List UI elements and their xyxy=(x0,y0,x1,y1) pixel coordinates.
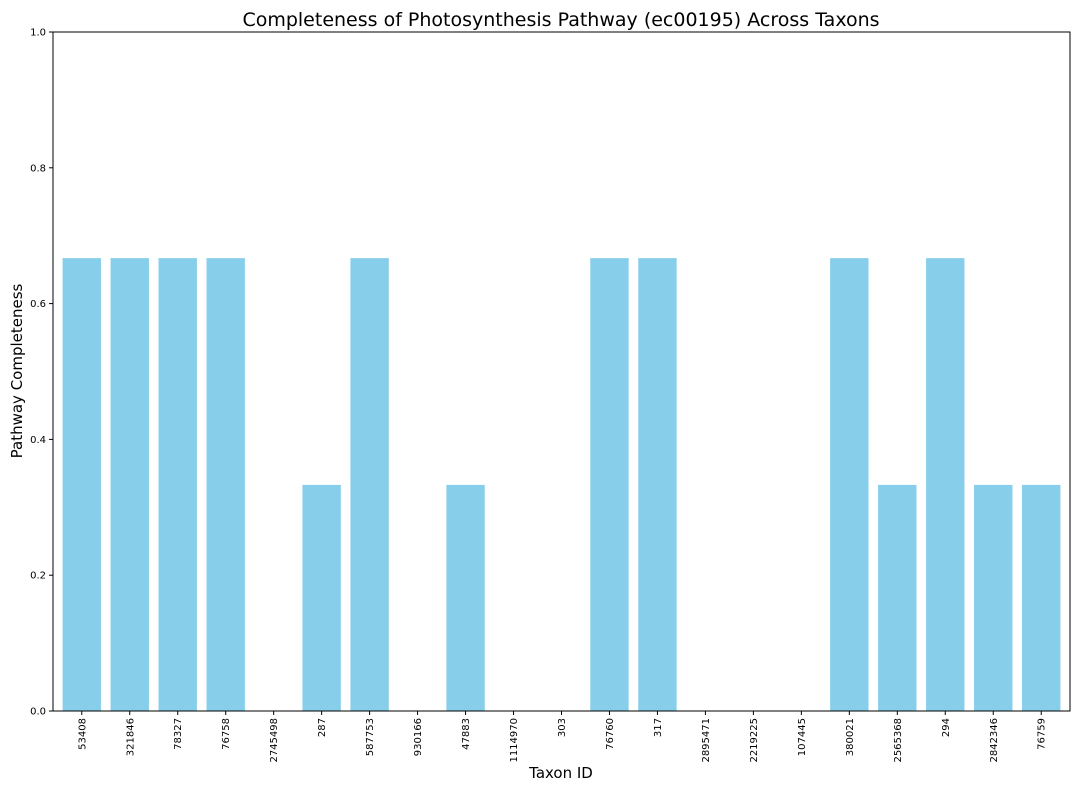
bar-587753 xyxy=(350,258,389,711)
x-tick-label: 303 xyxy=(557,718,568,737)
x-tick-label: 107445 xyxy=(797,718,808,756)
x-tick-label: 76758 xyxy=(221,718,232,750)
bar-2842346 xyxy=(974,484,1013,711)
x-tick-label: 2745498 xyxy=(269,718,280,763)
y-axis-label: Pathway Completeness xyxy=(8,283,26,458)
x-tick-label: 380021 xyxy=(845,718,856,756)
x-tick-label: 2842346 xyxy=(989,718,1000,763)
y-tick-label: 0.8 xyxy=(30,163,46,174)
x-tick-label: 47883 xyxy=(461,718,472,750)
bar-47883 xyxy=(446,484,485,711)
x-tick-label: 76759 xyxy=(1037,718,1048,750)
bar-380021 xyxy=(830,258,869,711)
bar-53408 xyxy=(62,258,101,711)
x-axis-ticks: 53408 321846 78327 76758 2745498 287 587753 930… xyxy=(77,711,1048,763)
x-tick-label: 76760 xyxy=(605,718,616,750)
y-tick-label: 1.0 xyxy=(30,28,46,39)
bar-76759 xyxy=(1022,484,1061,711)
y-tick-label: 0.0 xyxy=(30,707,46,718)
x-tick-label: 321846 xyxy=(125,718,136,756)
x-tick-label: 2565368 xyxy=(893,718,904,763)
bar-76758 xyxy=(206,258,245,711)
bar-76760 xyxy=(590,258,629,711)
bar-2565368 xyxy=(878,484,917,711)
x-tick-label: 78327 xyxy=(173,718,184,750)
y-tick-label: 0.2 xyxy=(30,571,46,582)
x-axis-label: Taxon ID xyxy=(528,764,593,782)
x-tick-label: 294 xyxy=(941,718,952,737)
bar-321846 xyxy=(110,258,149,711)
bar-287 xyxy=(302,484,341,711)
bar-294 xyxy=(926,258,965,711)
x-tick-label: 1114970 xyxy=(509,718,520,763)
chart-title: Completeness of Photosynthesis Pathway (… xyxy=(242,9,879,31)
x-tick-label: 53408 xyxy=(77,718,88,750)
bar-78327 xyxy=(158,258,197,711)
y-axis-ticks: 0.0 0.2 0.4 0.6 0.8 1.0 xyxy=(30,28,53,718)
x-tick-label: 2219225 xyxy=(749,718,760,763)
y-tick-label: 0.6 xyxy=(30,299,46,310)
bars-group xyxy=(62,258,1061,711)
x-tick-label: 930166 xyxy=(413,718,424,756)
x-tick-label: 2895471 xyxy=(701,718,712,763)
x-tick-label: 287 xyxy=(317,718,328,737)
x-tick-label: 587753 xyxy=(365,718,376,756)
plot-frame xyxy=(52,31,1071,712)
x-tick-label: 317 xyxy=(653,718,664,737)
bar-317 xyxy=(638,258,677,711)
y-tick-label: 0.4 xyxy=(30,435,46,446)
